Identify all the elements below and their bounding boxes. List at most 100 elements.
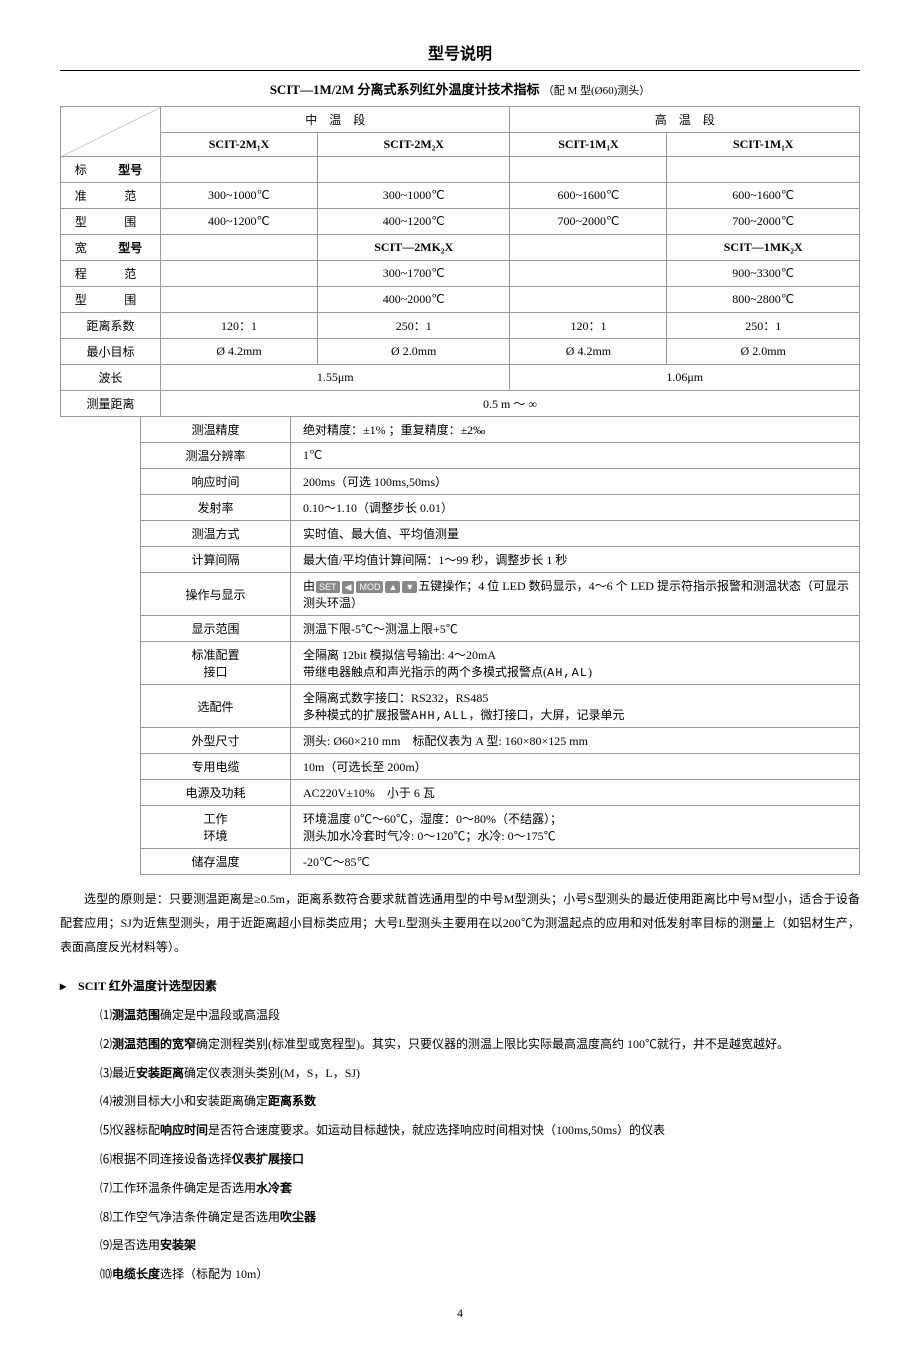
spec-val: 绝对精度：±1% ；重复精度：±2‰ xyxy=(291,417,860,443)
spec-key: 选配件 xyxy=(141,685,291,728)
cell: 1.06μm xyxy=(510,365,860,391)
cell xyxy=(510,235,667,261)
spec-val: 实时值、最大值、平均值测量 xyxy=(291,521,860,547)
wei-label-2: 围 xyxy=(101,287,161,313)
spec-key: 储存温度 xyxy=(141,849,291,875)
spec-val: 10m（可选长至 200m） xyxy=(291,754,860,780)
wide-1: 宽 xyxy=(61,235,101,261)
spec-key: 发射率 xyxy=(141,495,291,521)
spec-val: 由SET◀MOD▲▼五键操作；4 位 LED 数码显示，4～6 个 LED 提示… xyxy=(291,573,860,616)
section-title: SCIT—1M/2M 分离式系列红外温度计技术指标 （配 M 型(Ø60)测头） xyxy=(60,79,860,98)
col-a: SCIT-2M₁X xyxy=(161,133,318,157)
wide-2: 程 xyxy=(61,261,101,287)
std-2: 准 xyxy=(61,183,101,209)
spec-val: 全隔离式数字接口：RS232，RS485多种模式的扩展报警AHH,ALL，微打接… xyxy=(291,685,860,728)
spec-key: 外型尺寸 xyxy=(141,728,291,754)
spec-key: 测温分辨率 xyxy=(141,443,291,469)
spec-key: 显示范围 xyxy=(141,616,291,642)
spec-key: 专用电缆 xyxy=(141,754,291,780)
spec-val: 0.10～1.10（调整步长 0.01） xyxy=(291,495,860,521)
cell: 300~1700℃ xyxy=(317,261,510,287)
spec-key: 响应时间 xyxy=(141,469,291,495)
spec-val: 1℃ xyxy=(291,443,860,469)
list-item: ⑼是否选用安装架 xyxy=(100,1234,860,1257)
spec-key: 操作与显示 xyxy=(141,573,291,616)
spec-val: 测头: Ø60×210 mm 标配仪表为 A 型: 160×80×125 mm xyxy=(291,728,860,754)
section-title-text: SCIT—1M/2M 分离式系列红外温度计技术指标 xyxy=(270,82,540,97)
cell: 400~2000℃ xyxy=(317,287,510,313)
spec-val: 测温下限-5℃～测温上限+5℃ xyxy=(291,616,860,642)
spec-val: 全隔离 12bit 模拟信号输出: 4～20mA带继电器触点和声光指示的两个多模… xyxy=(291,642,860,685)
dist-label: 距离系数 xyxy=(61,313,161,339)
wide-3: 型 xyxy=(61,287,101,313)
spec-val: 环境温度 0℃～60℃，湿度：0～80%（不结露）；测头加水冷套时气冷: 0～1… xyxy=(291,806,860,849)
top-rule xyxy=(60,70,860,71)
cell: 250：1 xyxy=(317,313,510,339)
meas-dist-label: 测量距离 xyxy=(61,391,161,417)
cell: SCIT—2MK₂X xyxy=(317,235,510,261)
cell xyxy=(317,157,510,183)
cell: 400~1200℃ xyxy=(317,209,510,235)
col-c: SCIT-1M₁X xyxy=(510,133,667,157)
model-label-2: 型号 xyxy=(101,235,161,261)
cell: Ø 4.2mm xyxy=(510,339,667,365)
cell: 0.5 m ～ ∞ xyxy=(161,391,860,417)
diag-cell xyxy=(61,107,161,157)
selection-principle: 选型的原则是：只要测温距离是≥0.5m，距离系数符合要求就首选通用型的中号M型测… xyxy=(60,887,860,959)
section-note: （配 M 型(Ø60)测头） xyxy=(543,85,651,97)
spec-key: 测温精度 xyxy=(141,417,291,443)
cell: 400~1200℃ xyxy=(161,209,318,235)
cell: 600~1600℃ xyxy=(510,183,667,209)
cell: 800~2800℃ xyxy=(667,287,860,313)
cell: 300~1000℃ xyxy=(317,183,510,209)
wei-label: 围 xyxy=(101,209,161,235)
list-item: ⑸仪器标配响应时间是否符合速度要求。如运动目标越快，就应选择响应时间相对快（10… xyxy=(100,1119,860,1142)
wave-label: 波长 xyxy=(61,365,161,391)
cell: 700~2000℃ xyxy=(667,209,860,235)
spec-val: 最大值/平均值计算间隔：1～99 秒，调整步长 1 秒 xyxy=(291,547,860,573)
spec-key: 工作环境 xyxy=(141,806,291,849)
cell xyxy=(161,235,318,261)
fan-label-2: 范 xyxy=(101,261,161,287)
col-d: SCIT-1M₁X xyxy=(667,133,860,157)
list-item: ⑹根据不同连接设备选择仪表扩展接口 xyxy=(100,1148,860,1171)
cell: SCIT—1MK₂X xyxy=(667,235,860,261)
spec-key: 电源及功耗 xyxy=(141,780,291,806)
cell: Ø 4.2mm xyxy=(161,339,318,365)
list-item: ⑷被测目标大小和安装距离确定距离系数 xyxy=(100,1090,860,1113)
list-item: ⑶最近安装距离确定仪表测头类别(M，S，L，SJ) xyxy=(100,1062,860,1085)
cell: 250：1 xyxy=(667,313,860,339)
spec-key: 测温方式 xyxy=(141,521,291,547)
list-item: ⑻工作空气净洁条件确定是否选用吹尘器 xyxy=(100,1206,860,1229)
cell xyxy=(161,261,318,287)
list-item: ⑵测温范围的宽窄确定测程类别(标准型或宽程型)。其实，只要仪器的测温上限比实际最… xyxy=(100,1033,860,1056)
cell: 900~3300℃ xyxy=(667,261,860,287)
std-3: 型 xyxy=(61,209,101,235)
spec-val: AC220V±10% 小于 6 瓦 xyxy=(291,780,860,806)
list-item: ⑺工作环温条件确定是否选用水冷套 xyxy=(100,1177,860,1200)
cell: 600~1600℃ xyxy=(667,183,860,209)
list-item: ⑽电缆长度选择（标配为 10m） xyxy=(100,1263,860,1286)
spec-table-top: 中 温 段 高 温 段 SCIT-2M₁X SCIT-2M₂X SCIT-1M₁… xyxy=(60,106,860,417)
cell xyxy=(510,157,667,183)
header-mid: 中 温 段 xyxy=(161,107,510,133)
cell xyxy=(161,287,318,313)
selection-factors-head: ▸ SCIT 红外温度计选型因素 xyxy=(60,977,860,994)
spec-table-bottom: 测温精度绝对精度：±1% ；重复精度：±2‰测温分辨率1℃响应时间200ms（可… xyxy=(140,416,860,875)
cell xyxy=(510,261,667,287)
fan-label: 范 xyxy=(101,183,161,209)
spec-val: 200ms（可选 100ms,50ms） xyxy=(291,469,860,495)
min-target-label: 最小目标 xyxy=(61,339,161,365)
cell: 120：1 xyxy=(161,313,318,339)
cell xyxy=(510,287,667,313)
spec-key: 标准配置接口 xyxy=(141,642,291,685)
cell: 300~1000℃ xyxy=(161,183,318,209)
cell: 120：1 xyxy=(510,313,667,339)
std-1: 标 xyxy=(61,157,101,183)
model-label: 型号 xyxy=(101,157,161,183)
cell: Ø 2.0mm xyxy=(667,339,860,365)
col-b: SCIT-2M₂X xyxy=(317,133,510,157)
spec-val: -20℃～85℃ xyxy=(291,849,860,875)
cell: 700~2000℃ xyxy=(510,209,667,235)
cell xyxy=(161,157,318,183)
